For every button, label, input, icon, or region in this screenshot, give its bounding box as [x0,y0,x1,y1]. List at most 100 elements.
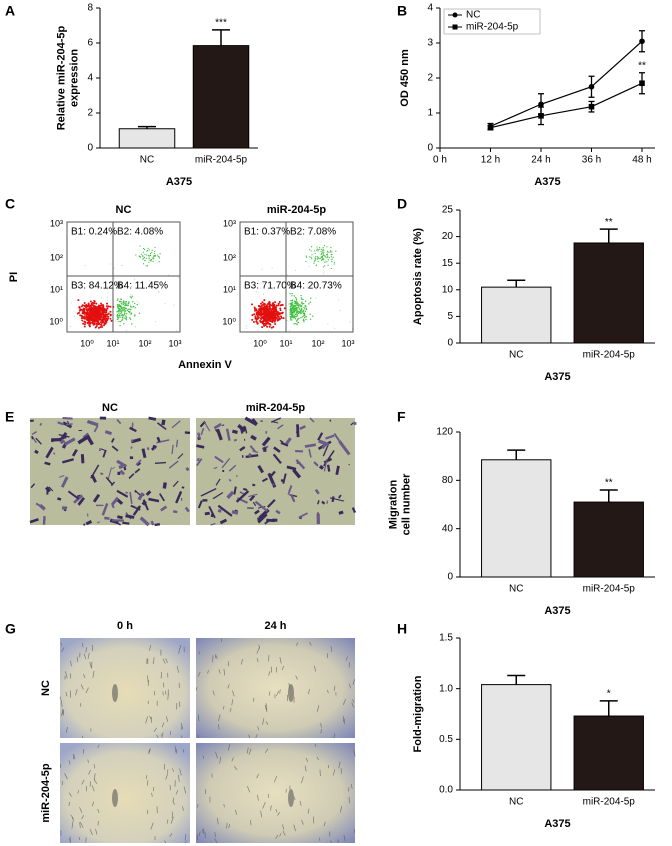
cell-edge [61,647,65,652]
cell-dot [254,316,257,319]
x-tick-label: 10¹ [106,338,119,348]
cell-edge [279,656,282,664]
plot-frame [239,221,354,333]
cell-dot [84,304,86,306]
cell-dot [324,261,326,263]
cell-dot [138,255,140,257]
cell-dot [310,246,313,248]
cell-dot [80,314,83,317]
marker [639,38,645,45]
cell-dot [316,248,319,250]
cell-edge [146,658,148,664]
cell-dot [97,307,100,310]
cell-stain [226,490,235,499]
cell-edge [343,718,346,725]
cell-stain [228,464,237,472]
cell-edge [85,647,88,653]
cell-stain [71,449,78,457]
cell-dot [267,317,270,320]
cell-dot [132,305,135,308]
cell-dot [139,256,141,258]
cell-stain [242,487,248,491]
cell-dot [290,302,293,304]
cell-dot [301,298,303,300]
cell-stain [129,426,137,433]
y-axis-label: Relative miR-204-5p [55,25,67,130]
cell-dot [125,318,127,320]
cell-dot [129,304,131,306]
cell-dot [305,255,307,257]
cell-stain [45,446,54,459]
cell-dot [147,247,149,249]
cell-dot [134,307,136,309]
cell-dot [293,315,295,317]
y-axis-label: Apoptosis rate (%) [412,228,424,326]
cell-dot [125,302,127,304]
cell-dot [264,304,266,306]
y-tick-label: 10⁰ [49,316,63,326]
error-bar [212,29,230,46]
cell-stain [35,437,42,445]
cell-dot [83,302,86,305]
cell-dot [274,301,277,304]
cell-stain [105,476,113,485]
cell-stain [177,453,184,460]
cell-dot [261,320,264,323]
cell-dot [142,251,144,253]
cell-dot [99,318,102,321]
cell-dot [117,304,119,306]
cell-dot [109,305,112,308]
cell-dot [118,314,120,317]
cell-edge [91,801,95,807]
cell-dot [315,258,317,260]
cell-edge [340,805,343,813]
y-tick-label: 120 [436,427,453,438]
cell-dot [100,304,103,307]
y-axis-label: expression [68,49,80,107]
cell-edge [183,749,185,753]
cell-dot [83,304,86,307]
cell-edge [265,721,269,725]
cell-dot [122,317,124,319]
cell-edge [268,671,271,676]
cell-dot [123,308,126,311]
cell-edge [180,722,183,730]
cell-stain [39,422,43,426]
cell-dot [289,303,291,305]
cell-dot [125,307,127,310]
cell-dot [311,254,313,256]
cell-edge [345,656,348,661]
cell-dot [120,311,123,314]
plot-frame [66,221,181,333]
cell-dot [254,309,257,312]
cell-dot [291,311,294,314]
cell-dot [152,257,154,259]
x-tick-label: 10² [311,338,324,348]
cell-dot [305,308,308,311]
cell-edge [60,642,62,646]
cell-dot [302,301,304,303]
cell-dot [303,313,306,316]
panel-letter: G [5,621,16,637]
cell-stain [135,459,142,466]
cell-edge [299,800,302,806]
cell-stain [285,437,292,445]
cell-dot [267,319,270,322]
cell-dot [158,261,160,263]
cell-dot [154,250,156,253]
cell-dot [302,319,305,321]
cell-dot [300,294,302,297]
cell-edge [151,792,153,797]
cell-dot [320,250,322,253]
cell-edge [231,757,234,762]
cell-dot [98,311,101,314]
marker [588,83,595,90]
quadrant-label: B4: 20.73% [290,281,342,292]
cell-dot [270,326,273,329]
cell-edge [68,801,70,807]
cell-edge [175,789,179,795]
cell-dot [298,310,300,312]
cell-dot [322,249,324,252]
cell-dot [142,258,144,260]
cell-dot [322,248,324,250]
